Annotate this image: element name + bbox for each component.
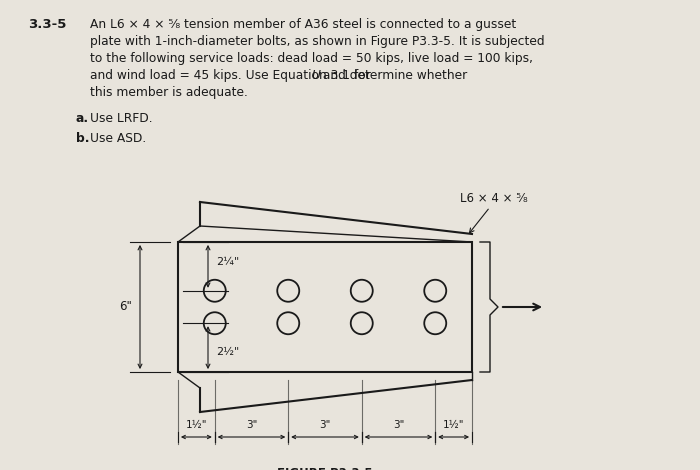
Text: FIGURE P3.3-5: FIGURE P3.3-5	[277, 467, 373, 470]
Text: 6": 6"	[119, 300, 132, 313]
Text: and wind load = 45 kips. Use Equation 3.1 for: and wind load = 45 kips. Use Equation 3.…	[90, 69, 375, 82]
Text: 3": 3"	[393, 420, 404, 430]
Text: plate with 1-inch-diameter bolts, as shown in Figure P3.3-5. It is subjected: plate with 1-inch-diameter bolts, as sho…	[90, 35, 545, 48]
Text: a.: a.	[76, 112, 89, 125]
Text: 3": 3"	[246, 420, 257, 430]
Text: 3.3-5: 3.3-5	[28, 18, 66, 31]
Text: 1½": 1½"	[186, 420, 207, 430]
Text: An L6 × 4 × ⁵⁄₈ tension member of A36 steel is connected to a gusset: An L6 × 4 × ⁵⁄₈ tension member of A36 st…	[90, 18, 517, 31]
Text: U: U	[312, 69, 321, 82]
Text: 1½": 1½"	[443, 420, 464, 430]
Bar	[178, 242, 472, 372]
Text: 2½": 2½"	[216, 347, 239, 357]
Text: Use LRFD.: Use LRFD.	[90, 112, 153, 125]
Text: 2¼": 2¼"	[216, 258, 239, 267]
Text: Use ASD.: Use ASD.	[90, 132, 146, 145]
Text: L6 × 4 × ⁵⁄₈: L6 × 4 × ⁵⁄₈	[460, 192, 528, 205]
Text: to the following service loads: dead load = 50 kips, live load = 100 kips,: to the following service loads: dead loa…	[90, 52, 533, 65]
Text: and determine whether: and determine whether	[318, 69, 467, 82]
Text: b.: b.	[76, 132, 90, 145]
Text: this member is adequate.: this member is adequate.	[90, 86, 248, 99]
Text: 3": 3"	[319, 420, 330, 430]
